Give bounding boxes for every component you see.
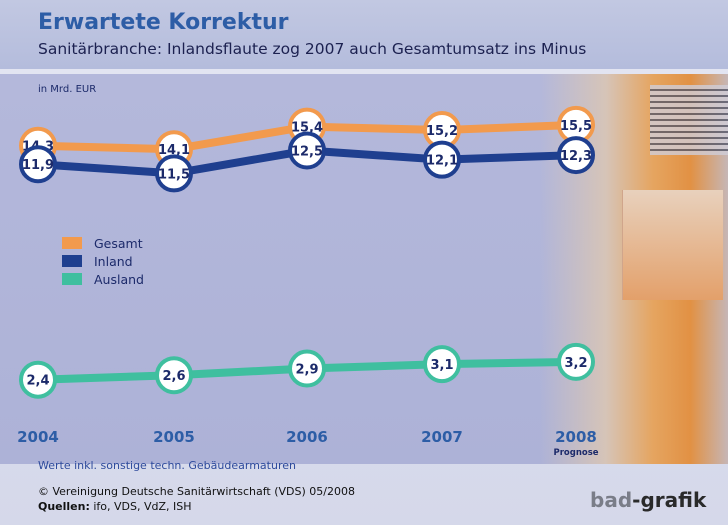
chart-subtitle: Sanitärbranche: Inlandsflaute zog 2007 a… [38,40,587,58]
data-label: 2,9 [295,363,318,378]
data-label: 11,5 [158,167,190,182]
data-label: 15,4 [291,121,323,136]
legend-label: Inland [94,253,133,269]
data-label: 12,5 [291,145,323,160]
data-point-ausland-2007: 3,1 [423,345,461,384]
data-point-gesamt-2007: 15,2 [423,111,461,150]
data-point-ausland-2006: 2,9 [288,349,326,388]
banknote-photo [622,190,723,300]
data-point-inland-2008: 12,3 [557,136,595,175]
x-tick-label-2004: 2004 [17,428,59,446]
data-label: 2,6 [162,369,185,384]
x-tick-label-2007: 2007 [421,428,463,446]
data-point-inland-2007: 12,1 [423,140,461,179]
unit-label: in Mrd. EUR [38,84,97,95]
sources: Quellen: ifo, VDS, VdZ, ISH [38,500,192,513]
data-label: 12,1 [426,154,458,169]
data-point-inland-2006: 12,5 [288,131,326,170]
data-point-ausland-2008: 3,2 [557,342,595,381]
data-point-inland-2004: 11,9 [19,145,57,184]
money-photo-detail [650,85,728,155]
data-label: 15,5 [560,119,592,134]
data-label: 14,1 [158,143,190,158]
point-marker [288,131,326,170]
data-label: 12,3 [560,149,592,164]
point-marker [19,145,57,184]
brand-part-1: bad [590,488,633,512]
chart-title: Erwartete Korrektur [38,10,289,35]
legend-item-ausland: Ausland [62,270,144,288]
point-marker [155,356,193,395]
legend-swatch [62,273,82,285]
data-label: 11,9 [22,158,54,173]
data-label: 3,2 [564,356,587,371]
data-label: 2,4 [26,374,49,389]
legend-swatch [62,255,82,267]
data-label: 3,1 [430,358,453,373]
point-marker [288,349,326,388]
point-marker [423,140,461,179]
data-point-ausland-2004: 2,4 [19,360,57,399]
copyright: © Vereinigung Deutsche Sanitärwirtschaft… [38,485,355,498]
legend-label: Gesamt [94,235,143,251]
legend-swatch [62,237,82,249]
sources-text: ifo, VDS, VdZ, ISH [89,500,192,513]
point-marker [557,342,595,381]
legend-label: Ausland [94,271,144,287]
point-marker [423,345,461,384]
data-label: 15,2 [426,124,458,139]
x-tick-label-2008: 2008 [555,428,597,446]
legend: Gesamt Inland Ausland [62,234,144,288]
data-point-inland-2005: 11,5 [155,154,193,193]
legend-item-inland: Inland [62,252,144,270]
legend-item-gesamt: Gesamt [62,234,144,252]
x-tick-label-2005: 2005 [153,428,195,446]
x-tick-sublabel: Prognose [553,448,598,458]
footnote: Werte inkl. sonstige techn. Gebäudearmat… [38,459,296,472]
sources-label: Quellen: [38,500,90,513]
brand-part-2: -grafik [632,488,707,512]
point-marker [155,154,193,193]
brand-logo: bad-grafik [590,488,706,512]
x-tick-label-2006: 2006 [286,428,328,446]
header-band: Erwartete Korrektur Sanitärbranche: Inla… [0,0,728,69]
point-marker [557,136,595,175]
data-point-ausland-2005: 2,6 [155,356,193,395]
point-marker [19,360,57,399]
